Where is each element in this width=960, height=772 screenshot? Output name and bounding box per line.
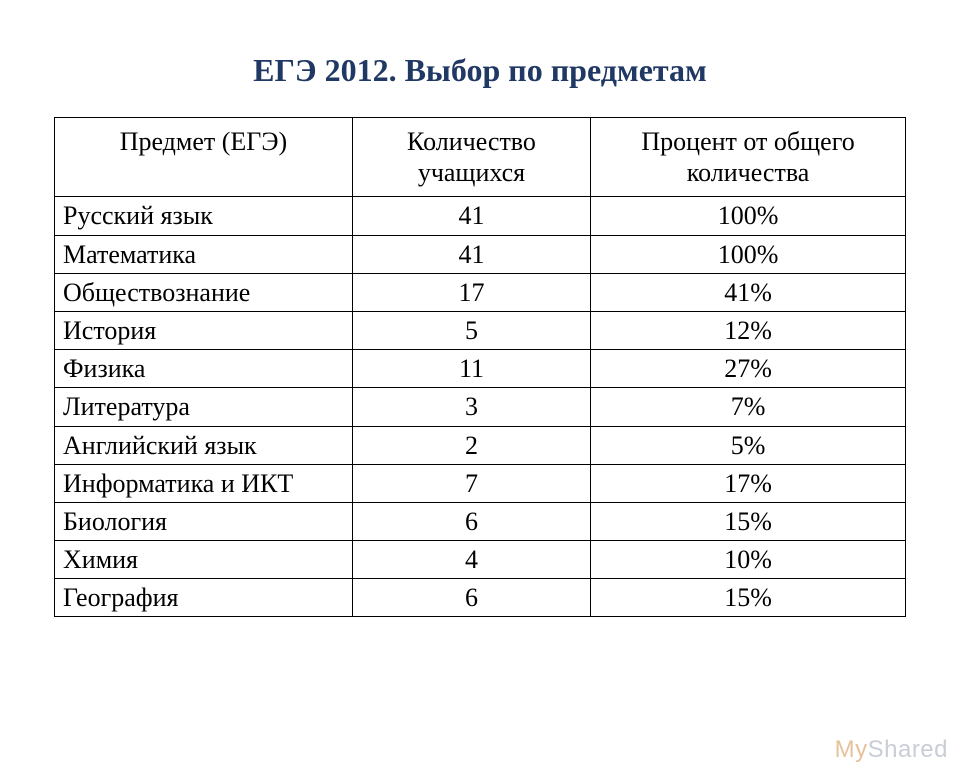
cell-subject: Информатика и ИКТ: [55, 464, 353, 502]
cell-percent: 10%: [591, 541, 906, 579]
table-row: Литература 3 7%: [55, 388, 906, 426]
watermark: MyShared: [835, 736, 948, 764]
cell-subject: Русский язык: [55, 197, 353, 235]
cell-percent: 15%: [591, 579, 906, 617]
cell-percent: 15%: [591, 502, 906, 540]
watermark-prefix: My: [835, 736, 868, 763]
cell-count: 41: [352, 197, 590, 235]
cell-subject: Математика: [55, 235, 353, 273]
cell-subject: История: [55, 311, 353, 349]
cell-count: 5: [352, 311, 590, 349]
cell-count: 7: [352, 464, 590, 502]
cell-subject: Литература: [55, 388, 353, 426]
cell-percent: 5%: [591, 426, 906, 464]
table-row: Математика 41 100%: [55, 235, 906, 273]
col-header-percent: Процент от общего количества: [591, 118, 906, 197]
cell-percent: 41%: [591, 273, 906, 311]
page-title: ЕГЭ 2012. Выбор по предметам: [0, 52, 960, 89]
cell-percent: 17%: [591, 464, 906, 502]
cell-subject: Английский язык: [55, 426, 353, 464]
cell-count: 11: [352, 350, 590, 388]
table-row: Английский язык 2 5%: [55, 426, 906, 464]
cell-percent: 100%: [591, 235, 906, 273]
cell-count: 41: [352, 235, 590, 273]
table-row: История 5 12%: [55, 311, 906, 349]
table-body: Русский язык 41 100% Математика 41 100% …: [55, 197, 906, 617]
cell-count: 2: [352, 426, 590, 464]
watermark-suffix: Shared: [868, 736, 948, 763]
col-header-subject: Предмет (ЕГЭ): [55, 118, 353, 197]
cell-percent: 7%: [591, 388, 906, 426]
cell-count: 6: [352, 579, 590, 617]
cell-percent: 27%: [591, 350, 906, 388]
cell-subject: География: [55, 579, 353, 617]
cell-percent: 12%: [591, 311, 906, 349]
cell-subject: Физика: [55, 350, 353, 388]
table-header-row: Предмет (ЕГЭ) Количество учащихся Процен…: [55, 118, 906, 197]
cell-count: 6: [352, 502, 590, 540]
subjects-table: Предмет (ЕГЭ) Количество учащихся Процен…: [54, 117, 906, 617]
cell-count: 3: [352, 388, 590, 426]
cell-count: 17: [352, 273, 590, 311]
table-row: Биология 6 15%: [55, 502, 906, 540]
table-container: Предмет (ЕГЭ) Количество учащихся Процен…: [0, 117, 960, 617]
table-row: Обществознание 17 41%: [55, 273, 906, 311]
cell-subject: Биология: [55, 502, 353, 540]
table-row: Русский язык 41 100%: [55, 197, 906, 235]
cell-count: 4: [352, 541, 590, 579]
cell-subject: Химия: [55, 541, 353, 579]
table-row: Информатика и ИКТ 7 17%: [55, 464, 906, 502]
col-header-count: Количество учащихся: [352, 118, 590, 197]
table-row: Физика 11 27%: [55, 350, 906, 388]
table-row: География 6 15%: [55, 579, 906, 617]
cell-subject: Обществознание: [55, 273, 353, 311]
cell-percent: 100%: [591, 197, 906, 235]
table-row: Химия 4 10%: [55, 541, 906, 579]
